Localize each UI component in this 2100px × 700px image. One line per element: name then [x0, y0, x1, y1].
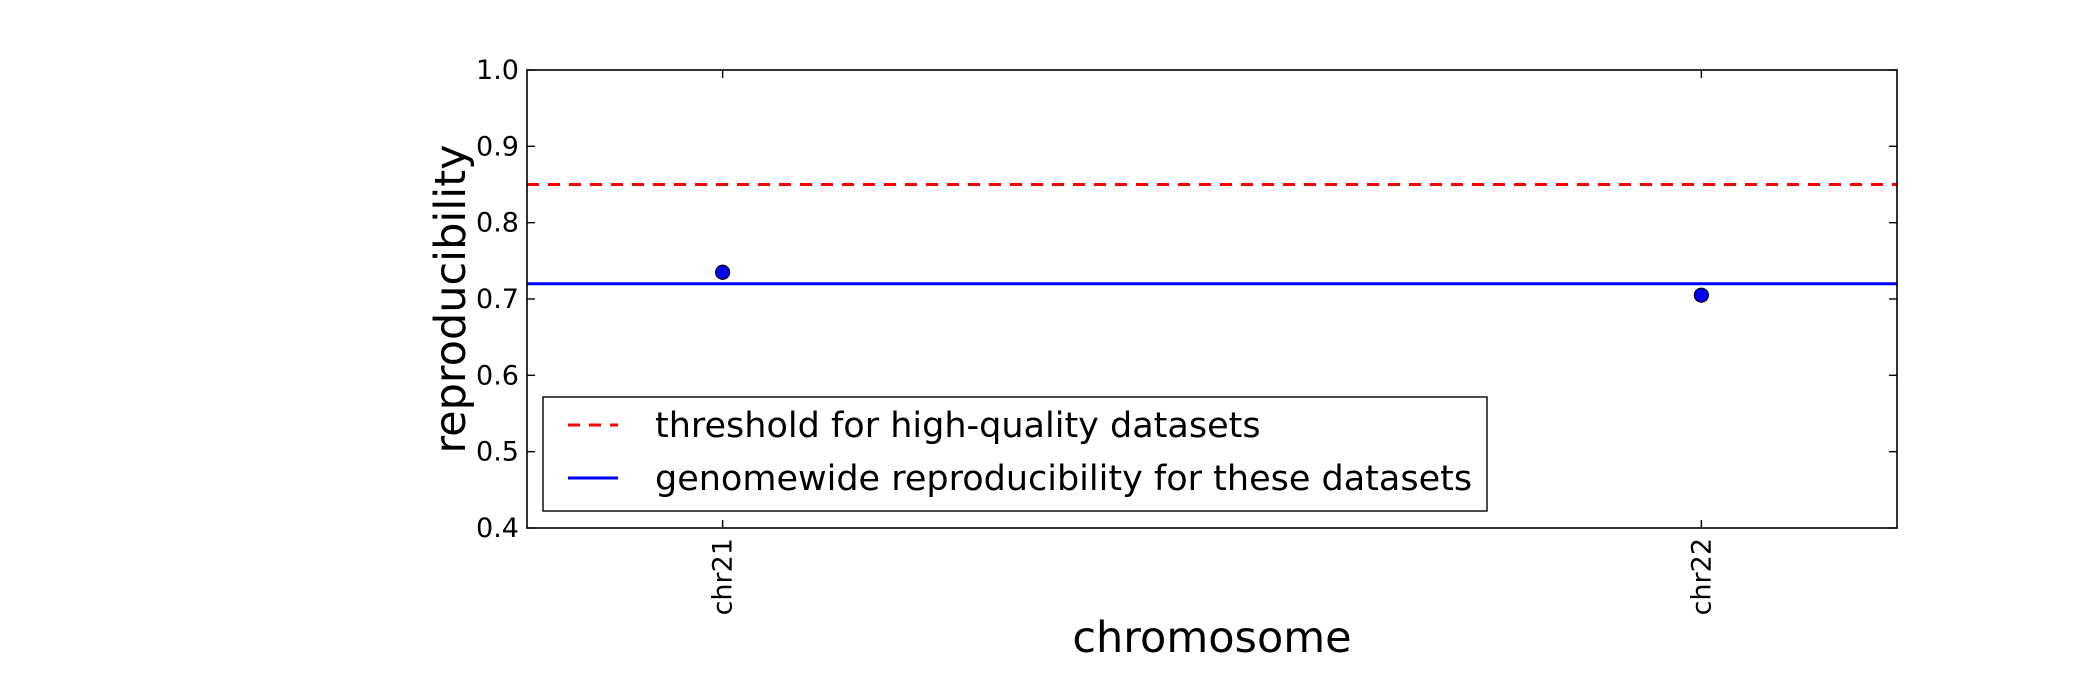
x-tick-label: chr22: [1686, 538, 1717, 615]
y-axis-label: reproducibility: [426, 144, 476, 453]
x-axis-label: chromosome: [1072, 613, 1351, 663]
y-tick-label: 1.0: [476, 55, 519, 86]
y-tick-label: 0.5: [476, 437, 519, 468]
y-tick-label: 0.9: [476, 131, 519, 162]
reference-lines: [527, 183, 1897, 286]
data-points: [715, 264, 1709, 303]
y-tick-label: 0.7: [476, 284, 519, 315]
legend-label-0: threshold for high-quality datasets: [655, 406, 1261, 446]
x-tick-label: chr21: [708, 538, 739, 615]
data-point-chr21: [715, 264, 731, 280]
legend-box: [542, 396, 1488, 512]
legend: threshold for high-quality datasets genom…: [542, 396, 1488, 512]
y-tick-label: 0.8: [476, 208, 519, 239]
data-point-chr22: [1693, 287, 1709, 303]
legend-label-1: genomewide reproducibility for these dat…: [655, 459, 1472, 499]
y-tick-label: 0.4: [476, 513, 519, 544]
x-axis-ticks: chr21 chr22: [708, 70, 1717, 615]
y-axis-ticks: 0.4 0.5 0.6 0.7 0.8 0.9 1.0: [476, 55, 1897, 544]
y-tick-label: 0.6: [476, 360, 519, 391]
